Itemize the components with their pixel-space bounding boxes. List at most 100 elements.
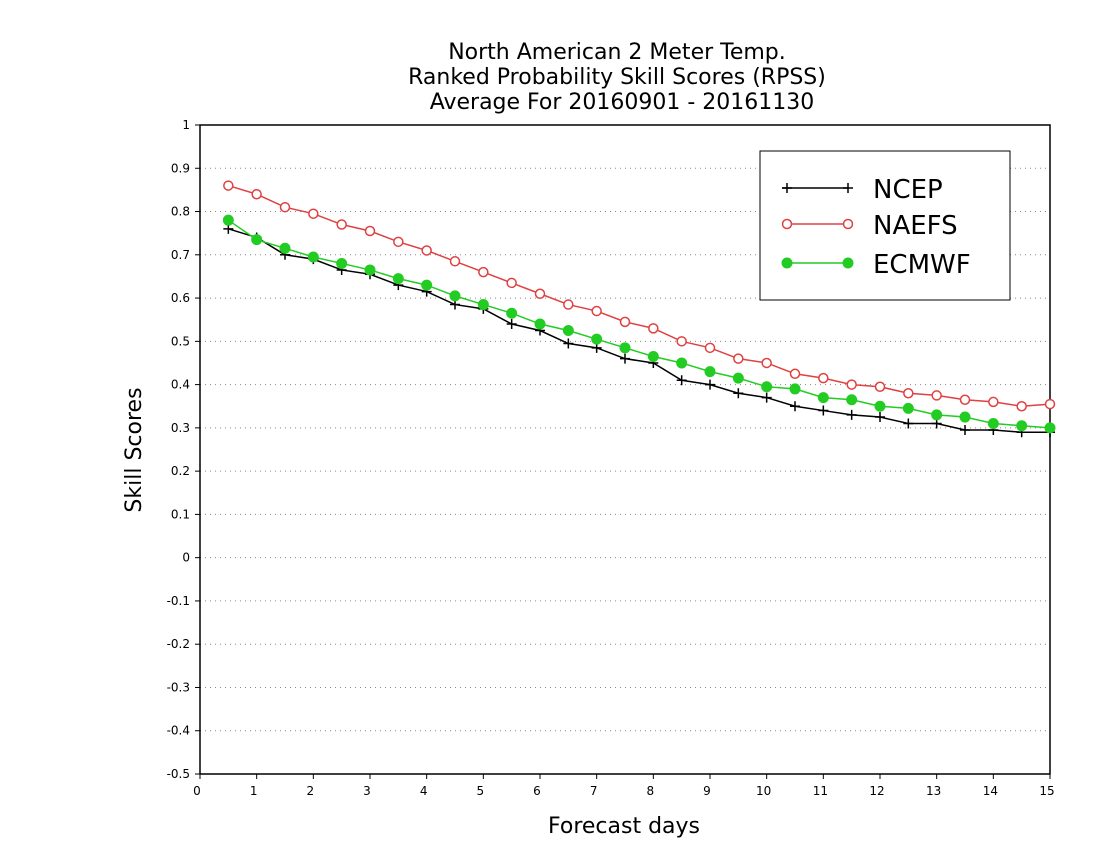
data-point-ecmwf (222, 214, 234, 226)
data-point-naefs (846, 379, 857, 390)
x-tick-label: 12 (869, 784, 884, 798)
data-point-ecmwf (902, 402, 914, 414)
x-tick-label: 13 (926, 784, 941, 798)
x-tick-label: 11 (813, 784, 828, 798)
data-point-ecmwf (1016, 420, 1028, 432)
legend-marker-ncep (782, 183, 792, 193)
data-point-naefs (421, 245, 432, 256)
legend-label-ncep: NCEP (873, 175, 943, 205)
x-axis-label: Forecast days (548, 814, 700, 839)
x-tick-label: 6 (533, 784, 541, 798)
y-tick-label: 1 (182, 118, 190, 132)
axis-ticks: -0.5 -0.4 -0.3 -0.2 -0.1 0 0.1 0.2 0.3 0.4 0.5 0.6 0… (167, 118, 1055, 798)
data-point-ncep (620, 353, 630, 364)
data-point-naefs (761, 357, 772, 369)
gridlines (200, 167, 1050, 732)
legend-marker-ncep (843, 183, 853, 193)
data-point-naefs (959, 394, 971, 405)
data-point-naefs (364, 225, 376, 237)
data-point-ecmwf (931, 409, 943, 421)
data-point-naefs (506, 277, 517, 289)
data-point-ecmwf (704, 366, 716, 378)
x-tick-label: 7 (590, 784, 598, 798)
x-tick-label: 0 (193, 784, 201, 798)
data-point-naefs (619, 316, 631, 328)
data-point-ecmwf (392, 273, 404, 285)
y-tick-label: 0.9 (171, 161, 190, 175)
y-tick-label: 0.4 (171, 378, 190, 392)
x-tick-label: 2 (307, 784, 315, 798)
data-point-naefs (251, 188, 262, 200)
y-axis-label: Skill Scores (122, 387, 147, 512)
data-point-ecmwf (874, 400, 886, 412)
x-tick-label: 5 (477, 784, 485, 798)
y-tick-label: 0.1 (171, 507, 190, 521)
y-tick-label: -0.1 (167, 594, 190, 608)
data-point-ecmwf (959, 411, 971, 423)
x-tick-label: 10 (756, 784, 771, 798)
legend-marker-naefs (781, 218, 793, 230)
x-tick-label: 3 (363, 784, 371, 798)
y-tick-label: -0.4 (167, 724, 190, 738)
data-point-naefs (223, 180, 234, 191)
data-point-naefs (449, 256, 461, 267)
data-point-naefs (818, 372, 829, 384)
data-point-naefs (393, 236, 404, 248)
data-point-ecmwf (789, 383, 801, 395)
data-point-naefs (1044, 398, 1056, 410)
plot-area-frame (199, 124, 1051, 775)
data-point-ncep (790, 401, 800, 412)
data-point-naefs (676, 336, 687, 347)
data-point-naefs (733, 353, 744, 364)
legend-marker-ecmwf (781, 257, 793, 269)
y-tick-label: -0.3 (167, 680, 190, 694)
chart-title-line-2: Ranked Probability Skill Scores (RPSS) (408, 65, 826, 90)
x-tick-label: 1 (250, 784, 258, 798)
data-point-naefs (591, 305, 602, 317)
data-point-naefs (789, 368, 801, 380)
x-tick-label: 14 (983, 784, 998, 798)
data-point-naefs (534, 288, 546, 299)
series-naefs (223, 180, 1056, 412)
data-point-ncep (903, 418, 914, 429)
legend: NCEP NAEFS ECMWF (759, 150, 1011, 301)
data-point-naefs (903, 388, 914, 399)
data-point-ncep (960, 425, 970, 436)
data-point-ecmwf (449, 290, 461, 302)
data-point-ecmwf (1044, 422, 1056, 434)
data-point-ncep (733, 388, 744, 399)
data-point-naefs (478, 266, 489, 278)
x-tick-label: 4 (420, 784, 428, 798)
data-point-ncep (676, 375, 687, 386)
data-point-ncep (875, 412, 885, 423)
data-point-naefs (874, 381, 886, 393)
data-point-ecmwf (307, 251, 319, 263)
data-point-ecmwf (619, 342, 631, 354)
data-point-naefs (308, 208, 319, 219)
legend-entry-ecmwf: ECMWF (781, 250, 971, 280)
x-tick-label: 8 (647, 784, 655, 798)
data-point-ecmwf (817, 392, 829, 404)
y-tick-label: 0.5 (171, 334, 190, 348)
data-point-naefs (336, 219, 347, 230)
data-point-ecmwf (732, 372, 744, 384)
data-point-ecmwf (647, 350, 659, 362)
legend-marker-ecmwf (842, 257, 854, 269)
data-point-ecmwf (534, 318, 546, 330)
data-point-ecmwf (761, 381, 773, 393)
data-point-ecmwf (562, 325, 574, 337)
data-point-ecmwf (477, 299, 489, 311)
data-point-ecmwf (336, 257, 348, 269)
data-point-naefs (988, 396, 999, 408)
data-point-naefs (704, 342, 716, 354)
data-point-naefs (931, 390, 942, 401)
data-point-naefs (648, 323, 659, 334)
data-point-naefs (1016, 400, 1027, 412)
data-point-ecmwf (421, 279, 433, 291)
chart-title: North American 2 Meter Temp. Ranked Prob… (408, 40, 826, 115)
legend-marker-naefs (842, 218, 854, 230)
y-tick-label: 0.3 (171, 421, 190, 435)
data-point-ecmwf (846, 394, 858, 406)
legend-entry-ncep: NCEP (782, 175, 943, 205)
